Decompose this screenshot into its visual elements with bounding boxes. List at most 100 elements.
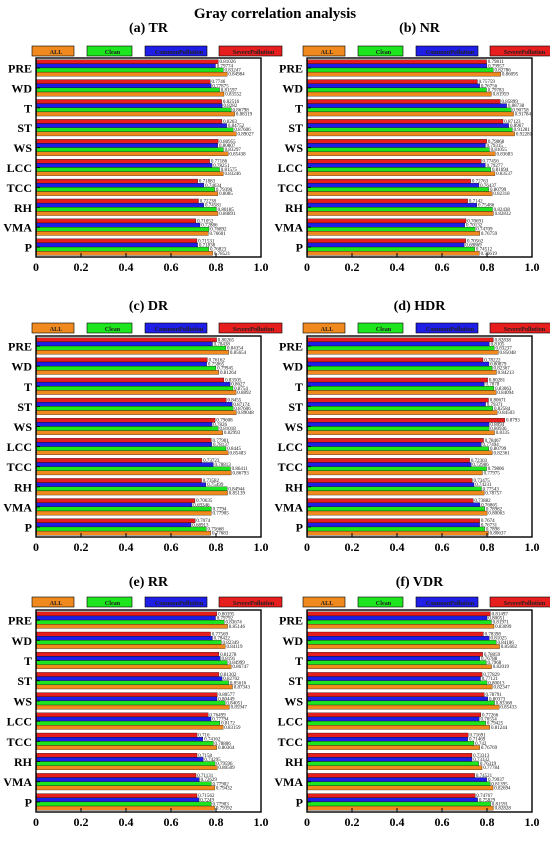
data-label-CommonPollution-T: 0.8282 (224, 104, 238, 109)
bar-ALL-WS (307, 704, 500, 710)
bar-CommonPollution-T (307, 656, 480, 661)
data-label-Clean-TCC: 0.78806 (215, 742, 232, 747)
x-tick-label: 0 (33, 540, 39, 554)
bar-SeverePollution-RH (307, 753, 473, 758)
data-label-ALL-TCC: 0.86793 (232, 471, 249, 476)
bar-ALL-ST (36, 410, 237, 415)
x-tick-label: 0.4 (390, 815, 405, 829)
bar-SeverePollution-P (307, 793, 476, 798)
data-label-CommonPollution-T: 0.8627 (231, 383, 245, 388)
data-label-CommonPollution-LCC: 0.78137 (213, 443, 230, 448)
data-label-ALL-P: 0.79392 (216, 807, 233, 812)
bar-CommonPollution-WS (36, 696, 218, 702)
data-label-SeverePollution-TCC: 0.73723 (203, 459, 220, 464)
x-tick-label: 0 (304, 540, 310, 554)
bar-CommonPollution-LCC (307, 442, 482, 447)
legend-label: SeverePollution (504, 326, 546, 333)
x-tick-label: 0.8 (480, 260, 495, 274)
legend-label: Clean (376, 326, 392, 333)
data-label-SeverePollution-T: 0.80281 (489, 379, 506, 384)
data-label-ALL-WS: 0.83683 (496, 152, 513, 157)
data-label-ALL-LCC: 0.83159 (224, 726, 241, 731)
y-tick-label: ST (288, 674, 303, 688)
bar-Clean-WD (307, 87, 487, 93)
y-tick-label: PRE (8, 340, 32, 354)
y-tick-label: WD (282, 81, 303, 95)
data-label-SeverePollution-ST: 0.77829 (483, 673, 500, 678)
bar-SeverePollution-ST (36, 397, 227, 403)
chart-panel-4: (e) RR ALL Clean CommonPollution SeverePollu… (3, 575, 283, 829)
bar-SeverePollution-P (36, 518, 196, 523)
bar-ALL-LCC (307, 171, 496, 176)
bar-Clean-ST (307, 127, 513, 132)
bar-Clean-P (307, 801, 491, 807)
legend-label: CommonPollution (426, 49, 475, 56)
data-label-SeverePollution-LCC: 0.78467 (485, 439, 502, 444)
data-label-Clean-VMA: 0.76892 (210, 228, 227, 233)
bar-CommonPollution-T (36, 103, 223, 108)
bar-Clean-WD (36, 87, 220, 93)
data-label-SeverePollution-T: 0.82516 (223, 100, 240, 105)
x-tick-label: 0.6 (164, 540, 179, 554)
y-tick-label: ST (288, 400, 303, 414)
bar-SeverePollution-TCC (307, 458, 470, 463)
x-tick-label: 0.6 (435, 815, 450, 829)
data-label-SeverePollution-PRE: 0.82838 (495, 338, 512, 343)
y-tick-label: WD (11, 360, 32, 374)
data-label-SeverePollution-P: 0.71562 (198, 794, 215, 799)
data-label-ALL-ST: 0.82347 (493, 685, 510, 690)
data-label-ALL-LCC: 0.81244 (491, 726, 508, 731)
data-label-CommonPollution-P: 0.76731 (481, 523, 498, 528)
data-label-Clean-ST: 0.85616 (230, 681, 247, 686)
x-tick-label: 0 (304, 815, 310, 829)
data-label-SeverePollution-RH: 0.73475 (474, 479, 491, 484)
y-tick-label: TCC (278, 181, 303, 195)
bar-Clean-RH (307, 761, 479, 766)
bar-ALL-TCC (36, 191, 219, 196)
data-label-SeverePollution-ST: 0.81302 (220, 673, 237, 678)
x-tick-label: 0 (304, 260, 310, 274)
bar-SeverePollution-LCC (36, 438, 212, 443)
data-label-CommonPollution-ST: 0.77121 (482, 677, 499, 682)
data-label-ALL-PRE: 0.86095 (502, 73, 519, 78)
bar-Clean-TCC (307, 741, 475, 746)
bar-ALL-WS (36, 704, 230, 710)
data-label-Clean-PRE: 0.83247 (225, 69, 242, 74)
data-label-CommonPollution-RH: 0.74581 (205, 204, 222, 209)
data-label-SeverePollution-WD: 0.76162 (209, 358, 226, 363)
data-label-ALL-WD: 0.81264 (220, 371, 237, 376)
legend-label: ALL (321, 49, 334, 56)
bar-CommonPollution-RH (36, 757, 204, 762)
x-tick-label: 0.6 (435, 540, 450, 554)
chart-title: (a) TR (129, 21, 169, 36)
bar-CommonPollution-LCC (36, 163, 213, 168)
legend-label: ALL (50, 600, 63, 607)
bar-Clean-TCC (36, 187, 215, 192)
data-label-CommonPollution-VMA: 0.69346 (193, 503, 210, 508)
chart-legend: ALL Clean CommonPollution SeverePollution (31, 322, 283, 334)
legend-swatch-ALL (31, 45, 75, 57)
data-label-Clean-RH: 0.76319 (480, 762, 497, 767)
bar-ALL-LCC (307, 725, 490, 730)
data-label-Clean-ST: 0.91281 (514, 128, 531, 133)
data-label-SeverePollution-TCC: 0.72763 (472, 180, 489, 185)
legend-label: ALL (50, 49, 63, 56)
y-tick-label: VMA (3, 775, 32, 789)
data-label-ALL-TCC: 0.82318 (493, 192, 510, 197)
data-label-Clean-WS: 0.83368 (496, 701, 513, 706)
legend-label: SeverePollution (233, 600, 275, 607)
bar-SeverePollution-ST (307, 672, 483, 677)
y-tick-label: LCC (7, 161, 32, 175)
bar-SeverePollution-P (307, 238, 466, 244)
legend-swatch-CommonPollution (144, 596, 208, 608)
bar-CommonPollution-P (307, 242, 465, 248)
data-label-Clean-LCC: 0.80799 (490, 447, 507, 452)
data-label-Clean-RH: 0.79596 (216, 762, 233, 767)
chart-panel-1: (b) NR ALL Clean CommonPollution SeverePollu… (274, 21, 550, 274)
legend-label: SeverePollution (233, 326, 275, 333)
bar-CommonPollution-RH (307, 757, 473, 762)
legend-swatch-ALL (302, 322, 346, 334)
bar-ALL-WS (36, 151, 229, 156)
bar-Clean-WS (36, 147, 224, 152)
data-label-Clean-WS: 0.80936 (490, 427, 507, 432)
